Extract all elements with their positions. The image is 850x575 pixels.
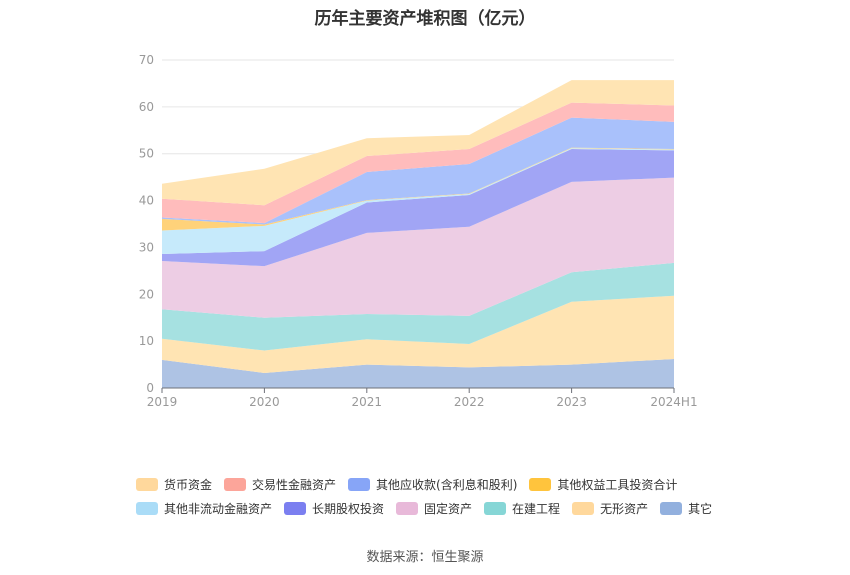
legend-swatch bbox=[284, 501, 307, 515]
y-tick-label: 20 bbox=[139, 287, 154, 301]
area-series-5 bbox=[162, 148, 674, 254]
data-source: 数据来源：恒生聚源 bbox=[366, 550, 484, 565]
legend-label: 固定资产 bbox=[424, 501, 473, 516]
legend-label: 其他应收款(含利息和股利) bbox=[376, 477, 518, 492]
legend-item[interactable]: 其他非流动金融资产 bbox=[136, 500, 272, 517]
y-tick-label: 30 bbox=[139, 240, 154, 254]
y-tick-label: 10 bbox=[139, 334, 154, 348]
stacked-area-chart: 0 10 20 30 40 50 60 70 2019 2020 2021 2022 2023 2024H… bbox=[139, 53, 698, 409]
legend-row: 货币资金 交易性金融资产 其他应收款(含利息和股利) 其他权益工具投资合计 bbox=[136, 472, 756, 496]
legend-item[interactable]: 无形资产 bbox=[572, 500, 648, 517]
legend-item[interactable]: 在建工程 bbox=[484, 500, 560, 517]
x-tick-label: 2019 bbox=[147, 395, 178, 409]
y-tick-label: 50 bbox=[139, 147, 154, 161]
legend-item[interactable]: 其他权益工具投资合计 bbox=[529, 476, 677, 493]
y-tick-label: 60 bbox=[139, 100, 154, 114]
legend-label: 其他非流动金融资产 bbox=[164, 501, 273, 516]
legend-swatch bbox=[529, 477, 552, 491]
area-series-9 bbox=[162, 80, 674, 206]
y-tick-label: 0 bbox=[146, 381, 154, 395]
x-tick-label: 2023 bbox=[556, 395, 587, 409]
legend-label: 无形资产 bbox=[600, 501, 649, 516]
legend-swatch bbox=[484, 501, 507, 515]
legend-label: 其它 bbox=[688, 501, 713, 516]
y-tick-label: 70 bbox=[139, 53, 154, 67]
legend-swatch bbox=[572, 501, 595, 515]
x-tick-label: 2024H1 bbox=[650, 395, 697, 409]
legend-swatch bbox=[660, 501, 683, 515]
x-tick-label: 2021 bbox=[352, 395, 383, 409]
area-series-1 bbox=[162, 295, 674, 374]
chart-title: 历年主要资产堆积图（亿元） bbox=[314, 9, 536, 29]
legend-label: 长期股权投资 bbox=[312, 501, 385, 516]
legend-swatch bbox=[348, 477, 371, 491]
legend-item[interactable]: 交易性金融资产 bbox=[224, 476, 336, 493]
x-tick-label: 2020 bbox=[249, 395, 280, 409]
legend-swatch bbox=[396, 501, 419, 515]
legend-label: 其他权益工具投资合计 bbox=[557, 477, 678, 492]
area-series-6 bbox=[162, 147, 674, 231]
legend-item[interactable]: 其它 bbox=[660, 500, 712, 517]
legend-swatch bbox=[136, 501, 158, 515]
area-series-7 bbox=[162, 117, 674, 225]
legend-swatch bbox=[136, 477, 158, 491]
area-series-4 bbox=[162, 149, 674, 267]
area-series-2 bbox=[162, 262, 674, 351]
y-tick-label: 40 bbox=[139, 194, 154, 208]
legend-swatch bbox=[224, 477, 247, 491]
legend-row: 其他非流动金融资产 长期股权投资 固定资产 在建工程 无形资产 其它 bbox=[136, 496, 756, 520]
area-series-3 bbox=[162, 177, 674, 318]
legend: 货币资金 交易性金融资产 其他应收款(含利息和股利) 其他权益工具投资合计其他非流动金… bbox=[136, 472, 756, 520]
legend-label: 货币资金 bbox=[164, 477, 213, 492]
area-series bbox=[162, 80, 674, 388]
x-tick-label: 2022 bbox=[454, 395, 485, 409]
legend-label: 在建工程 bbox=[512, 501, 561, 516]
legend-item[interactable]: 货币资金 bbox=[136, 476, 212, 493]
legend-item[interactable]: 其他应收款(含利息和股利) bbox=[348, 476, 517, 493]
legend-item[interactable]: 长期股权投资 bbox=[284, 500, 384, 517]
axes: 0 10 20 30 40 50 60 70 2019 2020 2021 2022 2023 2024H… bbox=[139, 53, 698, 409]
area-series-0 bbox=[162, 358, 674, 388]
legend-item[interactable]: 固定资产 bbox=[396, 500, 472, 517]
legend-label: 交易性金融资产 bbox=[252, 477, 337, 492]
